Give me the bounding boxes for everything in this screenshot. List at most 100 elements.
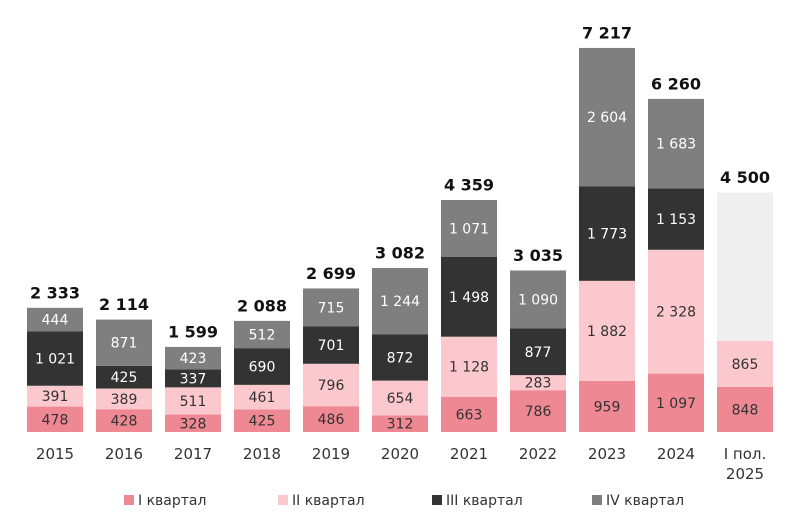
- legend-swatch: [278, 495, 288, 505]
- x-tick-label: 2023: [587, 445, 627, 463]
- bar-segment: [96, 319, 152, 366]
- x-tick-label: 2016: [104, 445, 144, 463]
- bar-segment: [96, 409, 152, 432]
- segment-label: 425: [249, 414, 276, 430]
- bar-segment: [27, 331, 83, 386]
- segment-label: 391: [42, 389, 69, 405]
- bar-segment: [510, 375, 566, 391]
- legend-label: I квартал: [138, 493, 206, 509]
- bar-segment: [648, 188, 704, 250]
- bar-segment: [165, 387, 221, 415]
- bar-segment: [27, 385, 83, 407]
- segment-label: 1 244: [380, 294, 420, 310]
- segment-label: 283: [525, 376, 552, 392]
- legend-swatch: [432, 495, 442, 505]
- x-tick-label: 2024: [656, 445, 696, 463]
- bar-segment: [303, 363, 359, 407]
- bar-segment: [579, 47, 635, 187]
- segment-label: 428: [111, 414, 138, 430]
- x-tick-label: 2019: [311, 445, 351, 463]
- segment-label: 654: [387, 391, 414, 407]
- segment-label: 663: [456, 407, 483, 423]
- bar-segment: [441, 396, 497, 432]
- bar-segment: [510, 270, 566, 329]
- legend-swatch: [124, 495, 134, 505]
- total-label: 3 035: [513, 246, 563, 265]
- segment-label: 444: [42, 313, 69, 329]
- segment-label: 312: [387, 417, 414, 433]
- bar-segment: [372, 334, 428, 381]
- bar-segment: [372, 268, 428, 335]
- x-tick-label: 2020: [380, 445, 420, 463]
- x-tick-label: 2015: [35, 445, 75, 463]
- bar-segment: [510, 328, 566, 376]
- segment-label: 512: [249, 328, 276, 344]
- total-label: 6 260: [651, 74, 701, 93]
- x-tick-label: 2022: [518, 445, 558, 463]
- segment-label: 1 773: [587, 227, 627, 243]
- segment-label: 423: [180, 351, 207, 367]
- segment-label: 1 498: [449, 290, 489, 306]
- total-label: 3 082: [375, 244, 425, 263]
- x-tick-label: 2017: [173, 445, 213, 463]
- bar-segment: [165, 414, 221, 432]
- segment-label: 865: [732, 357, 759, 373]
- bar-segment: [96, 365, 152, 389]
- legend-label: II квартал: [292, 493, 365, 509]
- segment-label: 786: [525, 404, 552, 420]
- segment-label: 1 153: [656, 212, 696, 228]
- bar-segment: [96, 388, 152, 410]
- remainder-bar: [717, 192, 773, 341]
- bar-segment: [717, 340, 773, 387]
- segment-label: 1 683: [656, 137, 696, 153]
- segment-label: 337: [180, 371, 207, 387]
- bar-segment: [372, 415, 428, 432]
- bar-segment: [372, 380, 428, 416]
- total-label: 2 699: [306, 264, 356, 283]
- bar-segment: [717, 386, 773, 432]
- total-label: 4 359: [444, 176, 494, 195]
- bar-segment: [648, 249, 704, 374]
- segment-label: 511: [180, 394, 207, 410]
- legend-label: III квартал: [446, 493, 523, 509]
- total-label: 2 088: [237, 296, 287, 315]
- segment-label: 2 604: [587, 110, 627, 126]
- bar-segment: [303, 288, 359, 327]
- bar-segment: [234, 409, 290, 432]
- bar-segment: [303, 406, 359, 432]
- segment-label: 1 128: [449, 360, 489, 376]
- segment-label: 872: [387, 350, 414, 366]
- bar-segment: [234, 348, 290, 385]
- segment-label: 389: [111, 392, 138, 408]
- total-label: 4 500: [720, 168, 770, 187]
- segment-label: 425: [111, 370, 138, 386]
- bar-segment: [579, 280, 635, 381]
- segment-label: 715: [318, 300, 345, 316]
- segment-label: 1 090: [518, 292, 558, 308]
- total-label: 7 217: [582, 23, 632, 42]
- bar-segment: [510, 390, 566, 432]
- segment-label: 690: [249, 360, 276, 376]
- legend-swatch: [592, 495, 602, 505]
- bar-segment: [648, 98, 704, 189]
- bar-segment: [579, 186, 635, 281]
- segment-label: 796: [318, 378, 345, 394]
- segment-label: 871: [111, 336, 138, 352]
- segment-label: 478: [42, 412, 69, 428]
- bar-segment: [648, 373, 704, 432]
- segment-label: 2 328: [656, 305, 696, 321]
- x-tick-label: I пол. 2025: [723, 445, 767, 483]
- bar-segment: [234, 320, 290, 349]
- bar-segment: [579, 380, 635, 432]
- segment-label: 1 882: [587, 324, 627, 340]
- bar-segment: [441, 256, 497, 337]
- bar-segment: [441, 336, 497, 397]
- bar-segment: [165, 346, 221, 370]
- segment-label: 877: [525, 345, 552, 361]
- total-label: 2 333: [30, 283, 80, 302]
- segment-label: 486: [318, 412, 345, 428]
- segment-label: 328: [180, 416, 207, 432]
- x-tick-label: 2021: [449, 445, 489, 463]
